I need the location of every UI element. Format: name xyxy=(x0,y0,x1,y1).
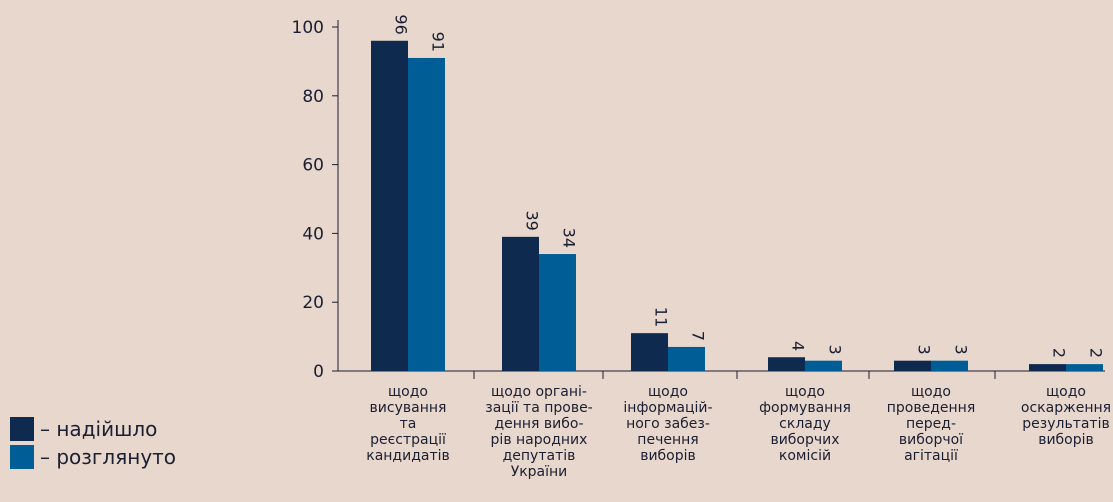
data-label: 11 xyxy=(652,307,671,327)
data-label: 96 xyxy=(392,14,411,34)
category-label: щодо інформацій- ного забез- печення виб… xyxy=(623,384,713,464)
legend-swatch-received xyxy=(10,417,34,441)
data-label: 3 xyxy=(915,344,934,354)
category-label: щодо висування та реєстрації кандидатів xyxy=(366,384,450,464)
bar-reviewed xyxy=(931,360,968,371)
legend-item-received: – надійшло xyxy=(10,415,176,443)
y-tick-label: 80 xyxy=(302,87,324,107)
chart-data-labels: 96 39 11 4 3 2 91 34 7 3 3 2 xyxy=(392,14,1106,358)
bar-reviewed xyxy=(1066,364,1103,371)
y-tick-label: 100 xyxy=(292,18,324,38)
bar-received xyxy=(768,357,805,371)
category-label: щодо органі- зації та прове- дення вибо-… xyxy=(485,384,593,480)
bar-received xyxy=(894,360,931,371)
data-label: 3 xyxy=(952,344,971,354)
legend-swatch-reviewed xyxy=(10,445,34,469)
bar-received xyxy=(502,236,539,371)
bar-reviewed xyxy=(539,254,576,371)
data-label: 91 xyxy=(429,32,448,52)
category-label: щодо формування складу виборчих комісій xyxy=(759,384,851,464)
data-label: 3 xyxy=(826,344,845,354)
bar-received xyxy=(1029,364,1066,371)
legend-label-received: – надійшло xyxy=(40,417,158,441)
y-tick-label: 40 xyxy=(302,224,324,244)
legend-label-reviewed: – розглянуто xyxy=(40,445,177,469)
y-tick-label: 20 xyxy=(302,293,324,313)
data-label: 4 xyxy=(789,341,808,351)
bar-reviewed xyxy=(668,346,705,371)
legend-item-reviewed: – розглянуто xyxy=(10,443,176,471)
bar-reviewed xyxy=(805,360,842,371)
chart-bars xyxy=(371,40,1103,372)
data-label: 39 xyxy=(523,210,542,230)
chart-axes: 0 20 40 60 80 100 xyxy=(292,18,1105,382)
y-tick-label: 60 xyxy=(302,156,324,176)
data-label: 2 xyxy=(1087,348,1106,358)
legend: – надійшло – розглянуто xyxy=(10,415,176,471)
data-label: 34 xyxy=(560,228,579,248)
bar-reviewed xyxy=(408,57,445,372)
bar-received xyxy=(631,333,668,371)
y-tick-label: 0 xyxy=(313,362,324,382)
category-label: щодо оскарження результатів виборів xyxy=(1020,384,1112,448)
category-label: щодо проведення перед- виборчої агітації xyxy=(886,384,976,464)
data-label: 2 xyxy=(1050,348,1069,358)
data-label: 7 xyxy=(689,331,708,341)
bar-received xyxy=(371,40,408,371)
